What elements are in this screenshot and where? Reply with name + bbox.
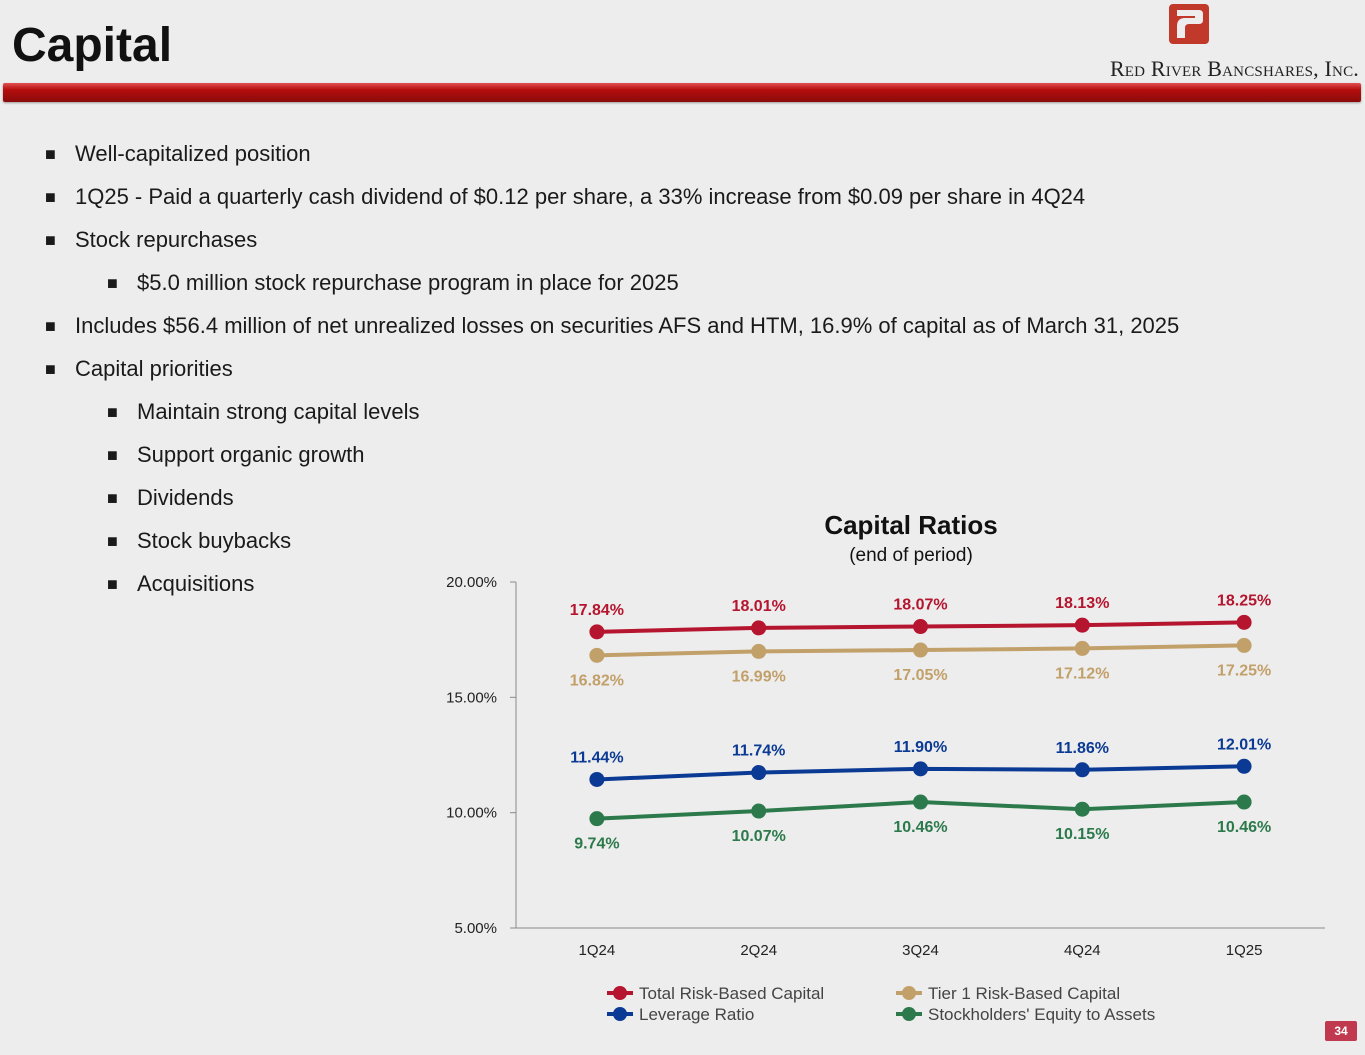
data-label: 11.44% [570,749,623,766]
data-label: 9.74% [574,836,619,853]
legend-swatch-marker [902,986,916,1000]
data-label: 10.15% [1055,826,1109,843]
bullet-item: ■ Maintain strong capital levels [107,398,420,426]
data-point [751,765,767,781]
legend-label: Tier 1 Risk-Based Capital [928,984,1120,1003]
chart-title: Capital Ratios [824,510,997,540]
data-point [1074,801,1090,817]
y-tick-label: 20.00% [446,574,497,591]
y-tick-label: 15.00% [446,689,497,706]
bullet-square-icon: ■ [107,531,118,551]
bullet-square-icon: ■ [45,316,56,336]
bullet-text: Maintain strong capital levels [137,399,420,424]
company-name: Red River Bancshares, Inc. [1109,56,1359,81]
bullet-text: Includes $56.4 million of net unrealized… [75,313,1180,338]
data-point [1236,614,1252,630]
bullet-text: Stock buybacks [137,528,292,553]
bullet-item: ■ $5.0 million stock repurchase program i… [107,269,679,297]
x-tick-label: 3Q24 [902,942,939,959]
y-tick-label: 5.00% [454,920,497,937]
bullet-square-icon: ■ [107,574,118,594]
header-rule [3,83,1361,102]
data-label: 16.99% [732,668,786,685]
bullet-text: Stock repurchases [75,227,258,252]
data-label: 11.90% [894,739,947,756]
bullet-text: $5.0 million stock repurchase program in… [137,270,679,295]
bullet-item: ■ 1Q25 - Paid a quarterly cash dividend o… [45,183,1086,211]
legend-swatch-marker [613,1007,627,1021]
data-point [589,771,605,787]
data-point [1236,637,1252,653]
bullet-square-icon: ■ [107,445,118,465]
data-label: 16.82% [570,672,624,689]
data-point [1074,617,1090,633]
data-point [751,803,767,819]
legend-label: Leverage Ratio [639,1005,754,1024]
data-point [913,794,928,810]
data-point [751,643,767,659]
data-point [589,647,605,663]
data-point [913,619,928,635]
data-point [913,642,928,658]
bullet-item: ■ Includes $56.4 million of net unrealize… [45,312,1180,340]
data-label: 17.12% [1055,665,1109,682]
data-point [1074,762,1090,778]
data-point [751,620,767,636]
data-point [1236,758,1252,774]
x-tick-label: 4Q24 [1064,942,1101,959]
bullet-item: ■ Support organic growth [107,441,365,469]
page-number: 34 [1325,1021,1357,1041]
x-tick-label: 1Q25 [1226,942,1263,959]
data-label: 18.07% [893,597,947,614]
bullet-text: Well-capitalized position [75,141,311,166]
x-tick-label: 1Q24 [579,942,616,959]
bullet-item: ■ Acquisitions [107,570,255,598]
data-label: 17.84% [570,602,624,619]
bullet-square-icon: ■ [107,273,118,293]
data-label: 18.25% [1217,592,1271,609]
bullet-text: Acquisitions [137,571,255,596]
legend-label: Total Risk-Based Capital [639,984,824,1003]
chart-subtitle: (end of period) [849,545,973,566]
data-label: 12.01% [1217,736,1271,753]
bullet-item: ■ Stock buybacks [107,527,292,555]
bullet-square-icon: ■ [107,488,118,508]
legend-label: Stockholders' Equity to Assets [928,1005,1155,1024]
data-label: 11.74% [732,743,785,760]
x-tick-label: 2Q24 [740,942,777,959]
data-label: 17.25% [1217,662,1271,679]
data-label: 10.46% [1217,819,1271,836]
bullet-square-icon: ■ [45,187,56,207]
bullet-square-icon: ■ [45,359,56,379]
bullet-item: ■ Stock repurchases [45,226,258,254]
data-point [589,624,605,640]
red-river-logo-icon [1169,4,1209,44]
page-title: Capital [12,19,173,72]
data-label: 11.86% [1056,740,1109,757]
bullet-item: ■ Dividends [107,484,234,512]
bullet-text: Support organic growth [137,442,365,467]
legend-swatch-marker [902,1007,916,1021]
data-point [589,811,605,827]
data-label: 10.46% [893,819,947,836]
bullet-square-icon: ■ [45,230,56,250]
legend-swatch-marker [613,986,627,1000]
data-point [1236,794,1252,810]
company-logo: Red River Bancshares, Inc. [1005,0,1365,82]
bullet-square-icon: ■ [107,402,118,422]
data-label: 18.13% [1055,595,1109,612]
data-point [913,761,928,777]
bullet-item: ■ Capital priorities [45,355,233,383]
data-point [1074,640,1090,656]
bullet-text: Dividends [137,485,234,510]
bullet-square-icon: ■ [45,144,56,164]
y-tick-label: 10.00% [446,805,497,822]
data-label: 18.01% [732,598,786,615]
bullet-text: Capital priorities [75,356,233,381]
bullet-text: 1Q25 - Paid a quarterly cash dividend of… [75,184,1086,209]
data-label: 17.05% [893,667,947,684]
bullet-item: ■ Well-capitalized position [45,140,311,168]
data-label: 10.07% [732,828,786,845]
